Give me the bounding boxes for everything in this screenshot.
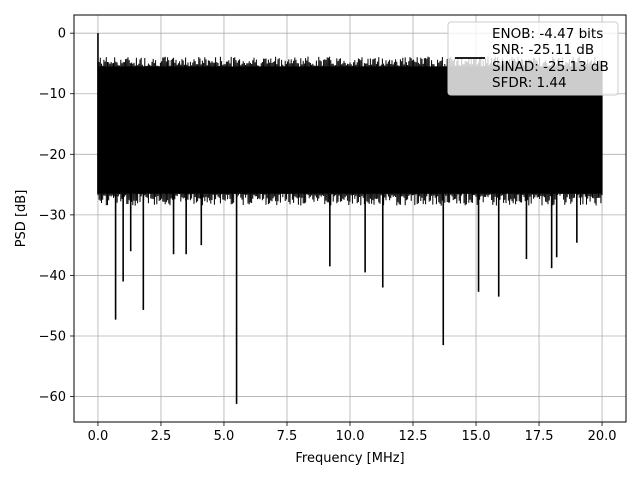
legend-line-sinad: SINAD: -25.13 dB — [492, 59, 609, 75]
legend-line-sfdr: SFDR: 1.44 — [492, 75, 567, 91]
ticks: 0.0 2.5 5.0 7.5 10.0 12.5 15.0 17.5 20.0 0 −10 −20 −… — [39, 27, 617, 444]
y-tick-label: −50 — [39, 330, 66, 345]
x-tick-label: 10.0 — [336, 429, 365, 444]
x-tick-label: 0.0 — [88, 429, 109, 444]
y-tick-label: −30 — [39, 208, 66, 223]
x-tick-label: 20.0 — [588, 429, 617, 444]
legend-line-snr: SNR: -25.11 dB — [492, 42, 594, 58]
y-tick-label: −60 — [39, 390, 66, 405]
x-axis-label: Frequency [MHz] — [295, 451, 404, 466]
x-tick-label: 2.5 — [151, 429, 172, 444]
legend-box — [447, 21, 619, 96]
y-axis-label: PSD [dB] — [14, 190, 29, 248]
legend-line-enob: ENOB: -4.47 bits — [492, 26, 603, 42]
legend: ENOB: -4.47 bits SNR: -25.11 dB SINAD: -… — [447, 21, 619, 96]
x-tick-label: 5.0 — [214, 429, 235, 444]
y-tick-label: −20 — [39, 148, 66, 163]
psd-band-texture — [97, 56, 603, 206]
y-tick-label: −10 — [39, 87, 66, 102]
x-tick-label: 17.5 — [525, 429, 554, 444]
x-tick-label: 15.0 — [462, 429, 491, 444]
y-tick-label: −40 — [39, 269, 66, 284]
y-tick-label: 0 — [58, 27, 66, 42]
x-tick-label: 7.5 — [277, 429, 298, 444]
x-tick-label: 12.5 — [399, 429, 428, 444]
